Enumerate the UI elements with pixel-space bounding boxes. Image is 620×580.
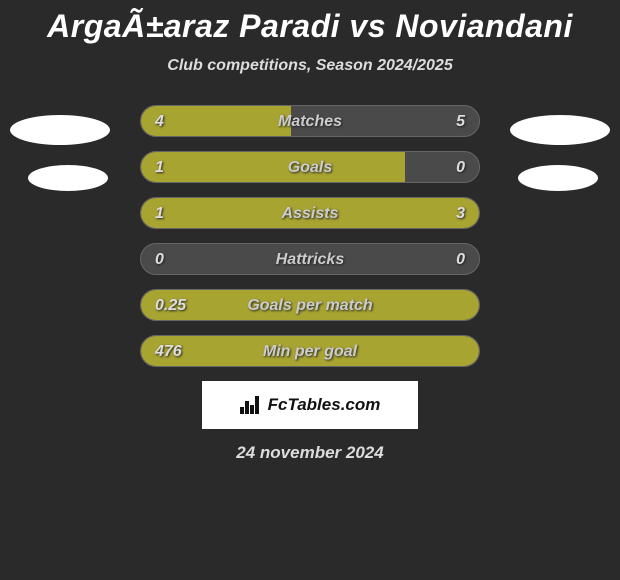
stat-row: 0.25Goals per match [140, 289, 480, 321]
stat-label: Assists [141, 198, 479, 228]
date-label: 24 november 2024 [0, 443, 620, 463]
stat-label: Min per goal [141, 336, 479, 366]
logo-box[interactable]: FcTables.com [202, 381, 418, 429]
avatar-right-placeholder [510, 115, 610, 145]
comparison-chart: 4Matches51Goals01Assists30Hattricks00.25… [0, 105, 620, 367]
stat-label: Hattricks [141, 244, 479, 274]
stat-value-right: 5 [456, 106, 465, 136]
stat-label: Goals [141, 152, 479, 182]
stat-row: 476Min per goal [140, 335, 480, 367]
fctables-chart-icon [240, 396, 262, 414]
stat-label: Goals per match [141, 290, 479, 320]
stat-row: 0Hattricks0 [140, 243, 480, 275]
page-title: ArgaÃ±araz Paradi vs Noviandani [0, 0, 620, 45]
stat-value-right: 0 [456, 244, 465, 274]
stat-row: 4Matches5 [140, 105, 480, 137]
stat-row: 1Assists3 [140, 197, 480, 229]
stat-value-right: 0 [456, 152, 465, 182]
logo-text: FcTables.com [268, 395, 381, 415]
stat-value-right: 3 [456, 198, 465, 228]
stat-row: 1Goals0 [140, 151, 480, 183]
page-subtitle: Club competitions, Season 2024/2025 [0, 57, 620, 75]
bars-container: 4Matches51Goals01Assists30Hattricks00.25… [140, 105, 480, 367]
avatar-left-placeholder [10, 115, 110, 145]
avatar-left-shadow [28, 165, 108, 191]
stat-label: Matches [141, 106, 479, 136]
avatar-right-shadow [518, 165, 598, 191]
